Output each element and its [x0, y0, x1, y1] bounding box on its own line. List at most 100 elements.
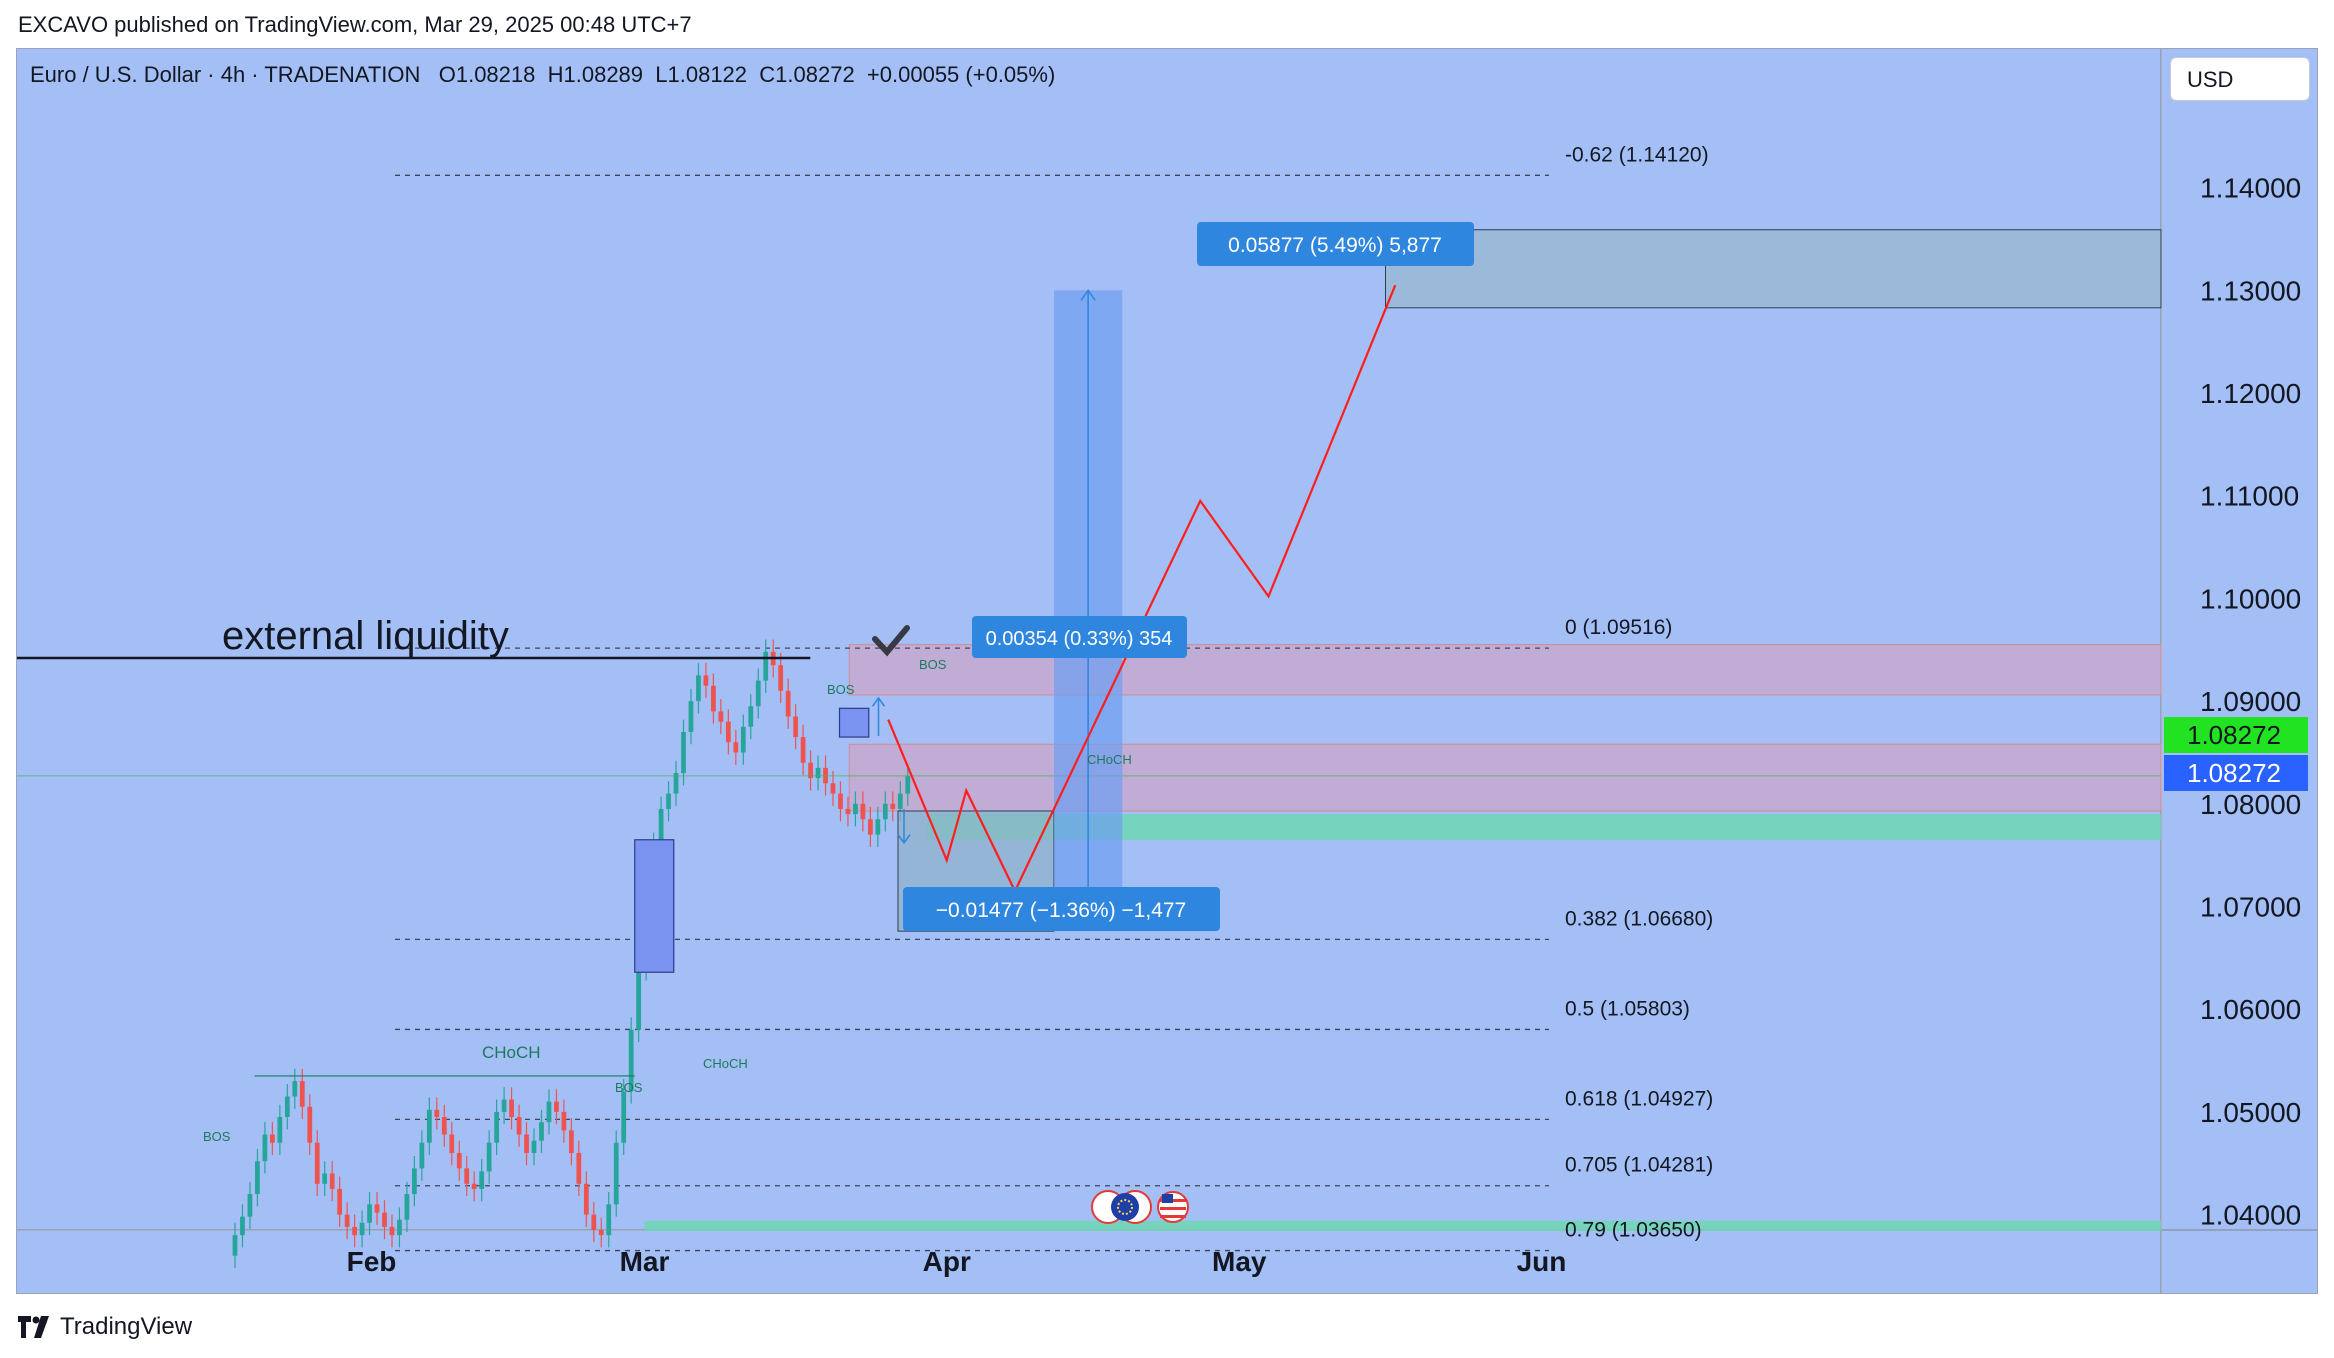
candle-body-10 [307, 1106, 313, 1143]
bos-label-3: BOS [827, 682, 855, 697]
zone-target-0[interactable] [1385, 229, 2162, 309]
order-block-small[interactable] [838, 707, 870, 738]
candle-body-9 [299, 1081, 305, 1107]
candle-body-73 [778, 665, 784, 691]
eu-flag-icon[interactable] [1111, 1193, 1139, 1221]
eu-stars-icon [1117, 1199, 1133, 1215]
candle-body-74 [785, 690, 791, 717]
zone-demand-4[interactable] [644, 1220, 2162, 1232]
candle-body-62 [696, 675, 701, 702]
candle-body-38 [516, 1117, 522, 1135]
candle-body-23 [404, 1194, 410, 1220]
measure-long-arrowhead [1080, 289, 1096, 301]
measure-small-label[interactable]: 0.00354 (0.33%) 354 [972, 616, 1187, 658]
time-tick-feb: Feb [347, 1246, 397, 1277]
candle-body-33 [479, 1171, 485, 1189]
candle-body-27 [434, 1109, 440, 1118]
candle-body-16 [352, 1226, 357, 1236]
candle-body-68 [740, 726, 746, 753]
candle-body-2 [247, 1194, 253, 1217]
candle-body-7 [284, 1096, 290, 1118]
price-tick-6: 1.08000 [2200, 789, 2301, 820]
chart-frame [16, 48, 2318, 1294]
price-tick-8: 1.06000 [2200, 994, 2301, 1025]
candle-body-17 [359, 1222, 365, 1236]
symbol-info: Euro / U.S. Dollar · 4h · TRADENATION O1… [30, 62, 1055, 88]
fib-label-4: 0.618 (1.04927) [1565, 1087, 1713, 1110]
candle-body-12 [322, 1173, 328, 1184]
candle-body-42 [546, 1101, 552, 1123]
candle-body-11 [314, 1142, 320, 1184]
candle-body-81 [838, 793, 843, 809]
last-price-tag-green [2164, 717, 2308, 753]
price-tick-9: 1.05000 [2200, 1097, 2301, 1128]
time-tick-jun: Jun [1517, 1246, 1567, 1277]
candle-body-5 [269, 1134, 275, 1143]
candle-body-43 [554, 1101, 559, 1112]
us-flag-stripe-2 [1160, 1207, 1186, 1210]
candle-body-25 [419, 1142, 425, 1169]
currency-button[interactable]: USD [2170, 57, 2310, 101]
candle-body-45 [568, 1130, 574, 1153]
check-icon [872, 625, 910, 657]
choch-label-1: CHoCH [482, 1043, 541, 1062]
us-flag-stripe-3 [1160, 1215, 1186, 1218]
time-axis-background [17, 1231, 2161, 1293]
measure-long-text: 0.05877 (5.49%) 5,877 [1228, 234, 1442, 257]
candle-body-39 [524, 1134, 529, 1153]
choch-label-3: CHoCH [1087, 752, 1132, 767]
candle-body-20 [382, 1212, 387, 1227]
last-price-text-blue: 1.08272 [2187, 758, 2281, 788]
order-block-march[interactable] [634, 839, 675, 973]
candle-body-47 [583, 1183, 589, 1215]
last-price-tag-blue [2164, 755, 2308, 791]
down-arrow-icon [897, 808, 911, 845]
price-tick-10: 1.04000 [2200, 1200, 2301, 1231]
candle-body-4 [262, 1134, 268, 1162]
candle-body-61 [688, 701, 694, 732]
candle-body-80 [830, 783, 836, 794]
tradingview-brand: TradingView [60, 1313, 193, 1340]
candle-body-90 [905, 776, 911, 794]
fib-label-2: 0.382 (1.06680) [1565, 907, 1713, 930]
candle-body-21 [389, 1226, 395, 1236]
candle-body-71 [763, 651, 769, 681]
bos-label-4: BOS [919, 657, 947, 672]
zone-supply-2[interactable] [848, 743, 2162, 812]
candle-body-70 [755, 680, 761, 707]
candle-body-0 [232, 1235, 238, 1256]
candle-body-88 [890, 803, 896, 809]
fib-label-0: -0.62 (1.14120) [1565, 143, 1709, 166]
price-tick-4: 1.10000 [2200, 583, 2301, 614]
candle-body-18 [367, 1204, 372, 1223]
drawings-layer [17, 284, 2161, 1077]
publisher-header: EXCAVO published on TradingView.com, Mar… [18, 12, 692, 37]
candle-body-78 [815, 767, 821, 779]
candle-body-28 [441, 1117, 447, 1135]
fib-label-1: 0 (1.09516) [1565, 616, 1672, 639]
fibonacci-layer: -0.62 (1.14120) 0 (1.09516) 0.382 (1.06680… [395, 143, 1713, 1252]
ohlc-close: C1.08272 [759, 62, 855, 87]
zone-demand-3[interactable] [927, 814, 2161, 840]
candle-body-36 [501, 1099, 507, 1112]
measure-short-label[interactable]: −0.01477 (−1.36%) −1,477 [903, 887, 1220, 931]
fib-label-6: 0.79 (1.03650) [1565, 1219, 1702, 1242]
measure-long-label[interactable]: 0.05877 (5.49%) 5,877 [1197, 222, 1474, 266]
candle-body-22 [397, 1219, 402, 1236]
measure-small-box [972, 616, 1187, 658]
candle-body-34 [486, 1142, 492, 1172]
measure-short-text: −0.01477 (−1.36%) −1,477 [936, 899, 1186, 922]
candle-body-52 [621, 1091, 627, 1143]
candle-body-89 [897, 793, 903, 809]
economic-events[interactable] [1091, 1190, 1189, 1224]
tradingview-logo[interactable]: TradingView [18, 1312, 192, 1342]
candle-body-1 [240, 1216, 245, 1236]
price-chart[interactable]: -0.62 (1.14120) 0 (1.09516) 0.382 (1.06680… [17, 49, 2317, 1293]
measure-small-text: 0.00354 (0.33%) 354 [986, 628, 1173, 650]
candle-body-35 [494, 1111, 500, 1143]
candle-body-54 [636, 968, 642, 1030]
measure-long-box [1197, 222, 1474, 266]
candle-body-8 [292, 1081, 298, 1097]
us-flag-canton [1162, 1194, 1173, 1203]
tradingview-logo-icon [18, 1316, 49, 1338]
